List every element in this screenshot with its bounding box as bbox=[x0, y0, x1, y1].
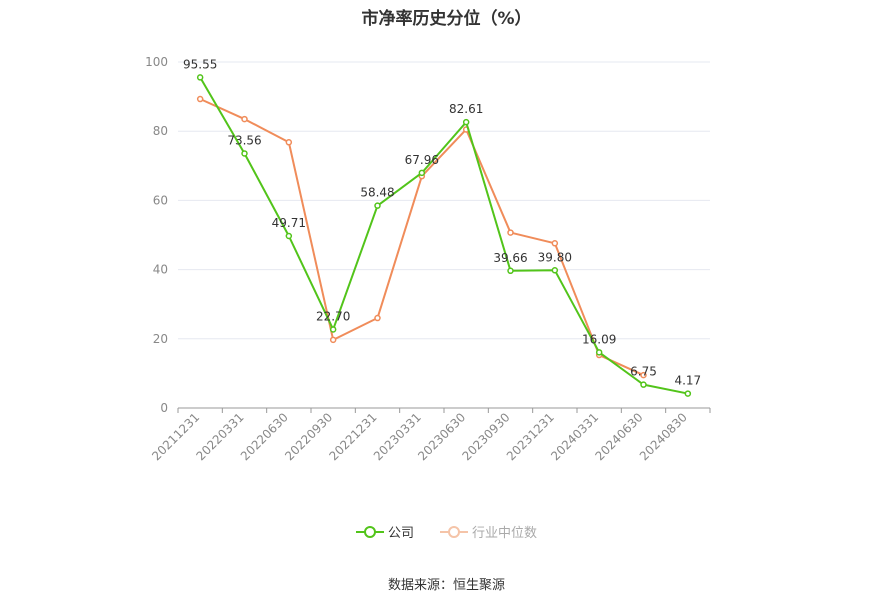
x-tick-label: 20240830 bbox=[637, 410, 690, 463]
data-label: 39.66 bbox=[493, 251, 527, 265]
legend-company-label: 公司 bbox=[387, 526, 414, 541]
series-company-point bbox=[418, 169, 426, 177]
legend-item-industry-median[interactable]: 行业中位数 bbox=[440, 522, 537, 541]
series-company-point bbox=[462, 118, 470, 126]
series-industry-point bbox=[285, 139, 293, 146]
data-label: 67.96 bbox=[405, 153, 439, 167]
data-label: 73.56 bbox=[227, 133, 261, 147]
series-industry-point bbox=[507, 229, 514, 236]
legend: 公司 行业中位数 bbox=[0, 522, 893, 541]
legend-industry-label: 行业中位数 bbox=[472, 526, 538, 541]
y-tick-label: 20 bbox=[153, 332, 168, 346]
data-label: 95.55 bbox=[183, 57, 217, 71]
y-tick-label: 80 bbox=[153, 124, 168, 138]
data-label: 22.70 bbox=[316, 309, 350, 323]
series-company-point bbox=[196, 74, 204, 81]
data-label: 4.17 bbox=[674, 374, 701, 388]
series-industry-line bbox=[199, 98, 644, 377]
chart-title: 市净率历史分位（%） bbox=[361, 9, 532, 29]
y-tick-label: 100 bbox=[145, 55, 168, 69]
y-tick-label: 60 bbox=[153, 193, 168, 207]
data-label: 82.61 bbox=[449, 102, 483, 116]
series-company-point bbox=[241, 150, 248, 157]
data-label: 49.71 bbox=[272, 216, 306, 230]
series-company-point bbox=[374, 202, 381, 209]
series-company-point bbox=[285, 232, 293, 240]
series-industry-point bbox=[374, 314, 381, 322]
y-tick-label: 0 bbox=[160, 401, 168, 415]
y-tick-label: 40 bbox=[153, 263, 168, 277]
series-industry-point bbox=[640, 371, 647, 379]
series-layer bbox=[196, 74, 692, 397]
series-company-point bbox=[640, 381, 647, 388]
series-industry-point bbox=[241, 115, 248, 123]
series-company-point bbox=[684, 390, 692, 397]
legend-industry-marker-icon bbox=[440, 525, 468, 539]
series-industry-point bbox=[551, 240, 559, 247]
axes: 0204060801002021123120220331202206302022… bbox=[145, 55, 711, 463]
series-company-point bbox=[595, 349, 603, 356]
legend-company-marker-icon bbox=[355, 525, 384, 539]
data-label: 58.48 bbox=[360, 186, 394, 200]
legend-item-company[interactable]: 公司 bbox=[355, 522, 414, 541]
series-company-line bbox=[199, 76, 689, 395]
data-labels: 95.55 73.56 49.71 22.70 58.48 67.96 82.61 39.66… bbox=[183, 57, 701, 387]
series-company-point bbox=[507, 267, 514, 275]
series-industry-point bbox=[329, 336, 337, 344]
series-company-point bbox=[551, 267, 559, 274]
series-company-point bbox=[329, 326, 337, 333]
series-industry-point bbox=[196, 95, 204, 103]
gridlines bbox=[178, 61, 710, 340]
data-label: 16.09 bbox=[582, 332, 616, 346]
data-label: 6.75 bbox=[630, 365, 657, 379]
data-label: 39.80 bbox=[538, 250, 572, 264]
data-source-note: 数据来源：恒生聚源 bbox=[387, 578, 505, 593]
